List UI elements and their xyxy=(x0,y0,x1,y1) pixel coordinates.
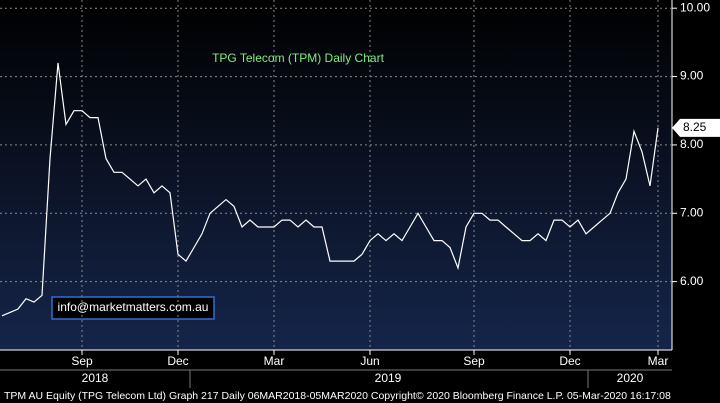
annotation: info@marketmatters.com.au xyxy=(58,300,209,314)
y-tick-label: 8.00 xyxy=(680,137,704,151)
plot-area xyxy=(0,0,672,350)
x-tick-label: Mar xyxy=(648,354,669,368)
year-label: 2020 xyxy=(617,371,644,385)
last-price-label: 8.25 xyxy=(683,120,707,134)
y-tick-label: 9.00 xyxy=(680,69,704,83)
y-tick-label: 7.00 xyxy=(680,205,704,219)
x-tick-label: Mar xyxy=(264,354,285,368)
annotation-box xyxy=(51,296,215,320)
year-label: 2018 xyxy=(82,371,109,385)
x-tick-label: Jun xyxy=(360,354,379,368)
year-label: 2019 xyxy=(375,371,402,385)
y-tick-label: 6.00 xyxy=(680,274,704,288)
chart-title: TPG Telecom (TPM) Daily Chart xyxy=(212,51,384,65)
x-tick-label: Sep xyxy=(463,354,485,368)
y-tick-label: 10.00 xyxy=(680,0,710,14)
footer: TPM AU Equity (TPG Telecom Ltd) Graph 21… xyxy=(4,390,671,402)
x-tick-label: Dec xyxy=(559,354,580,368)
last-price-pointer xyxy=(672,118,720,137)
price-line xyxy=(1,62,659,317)
x-tick-label: Dec xyxy=(167,354,188,368)
x-tick-label: Sep xyxy=(71,354,93,368)
